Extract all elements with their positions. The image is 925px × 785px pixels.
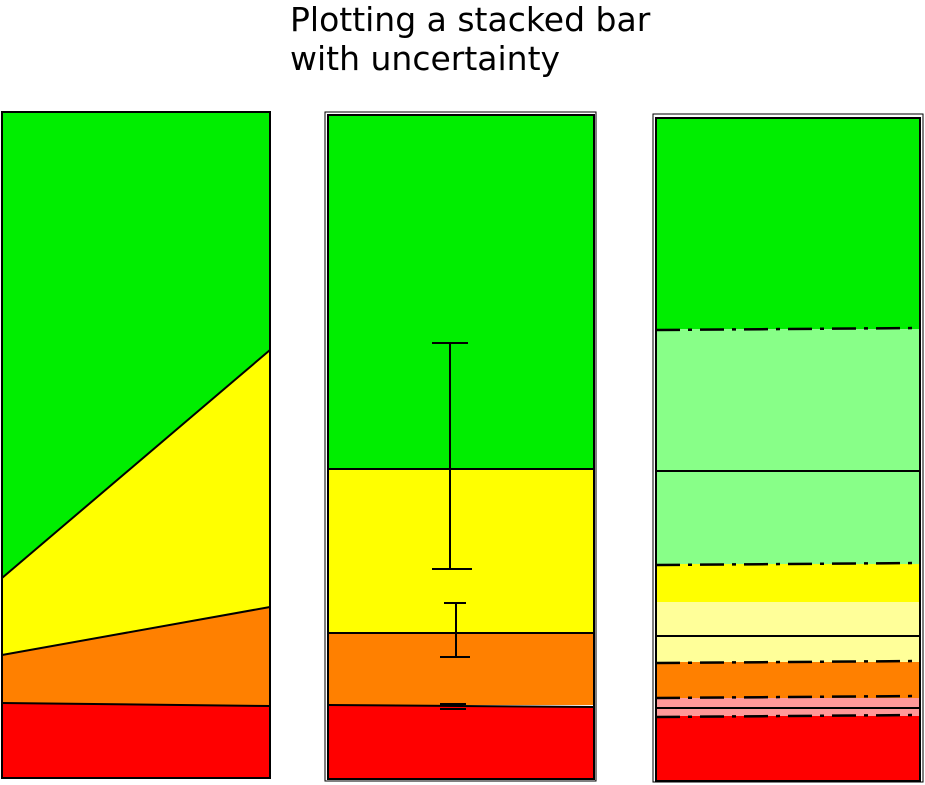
- banded-uncertainty-panel: [652, 113, 924, 783]
- error-bar-orange-red: [440, 703, 466, 710]
- lower-bound-dashed-2: [655, 694, 921, 700]
- light-yellow-band: [656, 602, 920, 662]
- green-region: [2, 112, 270, 578]
- orange-red-boundary: [327, 704, 595, 708]
- sloped-boundary-panel: [1, 111, 271, 779]
- red-region: [2, 703, 270, 778]
- lower-bound-dashed-1: [655, 561, 921, 567]
- upper-bound-dashed-2: [655, 659, 921, 665]
- error-bar-green-yellow: [432, 342, 472, 570]
- orange-region: [2, 607, 270, 706]
- title-line-1: Plotting a stacked bar: [290, 0, 651, 39]
- orange-red-boundary: [1, 702, 271, 707]
- green-region: [328, 115, 594, 469]
- yellow-region: [656, 564, 920, 602]
- title-line-2: with uncertainty: [290, 39, 561, 78]
- error-bar-panel: [324, 111, 597, 782]
- green-region: [656, 118, 920, 329]
- panel-1-frame: [1, 111, 271, 779]
- yellow-region: [328, 469, 594, 633]
- upper-bound-dashed-1: [655, 326, 921, 332]
- orange-region: [656, 662, 920, 698]
- panel-3-frame: [655, 117, 921, 782]
- page-title: Plotting a stacked bar with uncertainty: [290, 0, 650, 78]
- yellow-region: [2, 350, 270, 655]
- light-green-band: [656, 329, 920, 564]
- yellow-orange-boundary: [1, 606, 271, 656]
- bound-dashed-3: [655, 713, 921, 719]
- panel-2-frame: [327, 114, 595, 780]
- red-region: [656, 716, 920, 781]
- error-bar-yellow-orange: [440, 602, 470, 658]
- green-yellow-boundary: [1, 349, 271, 579]
- panel-2-outer-frame: [324, 111, 597, 782]
- red-region: [328, 705, 594, 779]
- orange-region: [328, 633, 594, 705]
